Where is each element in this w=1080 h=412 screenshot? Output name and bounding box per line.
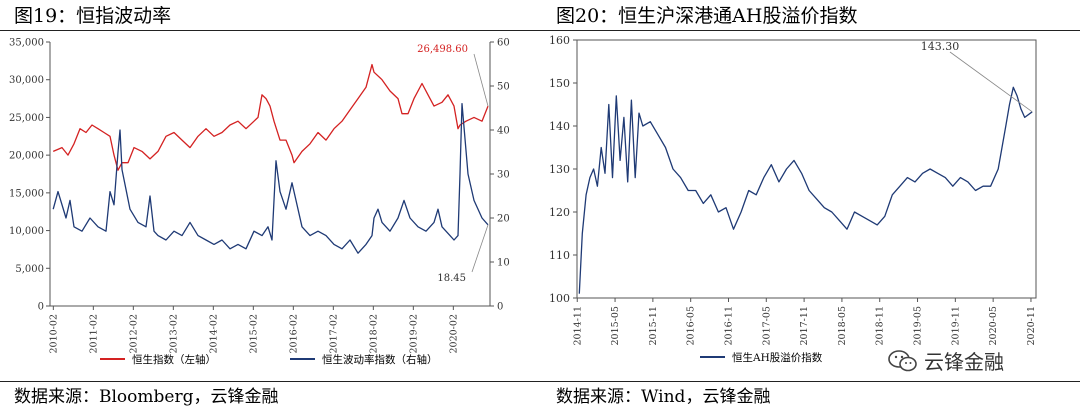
right-y-tick-label: 20 <box>497 214 510 225</box>
right-y-tick-label: 30 <box>497 170 510 181</box>
right-y-tick-label: 40 <box>497 126 510 137</box>
x-tick-label: 2019-05 <box>913 306 924 345</box>
x-tick-label: 2020-05 <box>988 306 999 345</box>
left-y-tick-label: 20,000 <box>9 151 44 162</box>
x-tick-label: 2018-02 <box>368 314 379 353</box>
bottom-divider <box>0 381 1080 382</box>
right-source: 数据来源：Wind，云锋金融 <box>556 387 771 407</box>
left-chart-title: 图19：恒指波动率 <box>14 5 172 27</box>
ah-annotation-label: 143.30 <box>921 40 960 53</box>
plot-frame <box>576 39 1037 299</box>
ah-annotation-leader <box>949 51 1033 113</box>
hsi-annotation-leader <box>473 53 489 107</box>
y-tick-label: 120 <box>549 206 570 219</box>
left-chart-axes: 0 5,000 10,000 15,000 20,000 25,000 30,000 35,0… <box>9 38 510 354</box>
right-chart: 100 110 120 130 140 150 160 2014-11 2015-05 2015-… <box>549 34 1037 364</box>
x-tick-label: 2017-05 <box>761 306 772 345</box>
x-tick-label: 2014-02 <box>208 314 219 353</box>
y-tick-label: 160 <box>549 34 570 47</box>
x-tick-label: 2013-02 <box>168 314 179 353</box>
x-tick-label: 2015-11 <box>648 306 659 345</box>
left-y-tick-label: 15,000 <box>9 188 44 199</box>
right-y-tick-label: 50 <box>497 82 510 93</box>
wechat-icon <box>888 349 917 371</box>
left-y-tick-label: 30,000 <box>9 75 44 86</box>
y-tick-label: 110 <box>549 249 570 262</box>
hsi-annotation-label: 26,498.60 <box>417 44 468 55</box>
left-chart-annotations: 26,498.60 18.45 <box>417 44 489 284</box>
x-tick-label: 2015-02 <box>248 314 259 353</box>
x-tick-label: 2014-11 <box>572 306 583 345</box>
vhsi-annotation-label: 18.45 <box>437 273 466 284</box>
ah-premium-line <box>578 86 1033 294</box>
watermark: 云锋金融 <box>888 346 1004 375</box>
x-tick-label: 2015-05 <box>610 306 621 345</box>
vhsi-line <box>52 102 489 254</box>
vhsi-annotation-leader <box>471 224 489 273</box>
left-y-tick-label: 35,000 <box>9 38 44 49</box>
x-tick-label: 2020-02 <box>448 314 459 353</box>
x-tick-label: 2019-02 <box>408 314 419 353</box>
left-source: 数据来源：Bloomberg，云锋金融 <box>14 387 279 407</box>
y-tick-label: 130 <box>549 163 570 176</box>
hsi-line <box>52 63 489 171</box>
x-tick-label: 2016-11 <box>723 306 734 345</box>
left-chart-legend: 恒生指数（左轴） 恒生波动率指数（右轴） <box>100 353 438 366</box>
x-tick-label: 2019-11 <box>950 306 961 345</box>
legend-ah: 恒生AH股溢价指数 <box>732 351 823 364</box>
right-chart-series <box>578 86 1033 294</box>
y-tick-label: 150 <box>549 77 570 90</box>
x-tick-label: 2018-05 <box>837 306 848 345</box>
y-tick-label: 140 <box>549 120 570 133</box>
x-tick-label: 2012-02 <box>128 314 139 353</box>
left-y-tick-label: 10,000 <box>9 226 44 237</box>
x-tick-label: 2010-02 <box>48 314 59 353</box>
left-y-tick-label: 0 <box>38 302 44 313</box>
right-y-tick-label: 0 <box>497 302 503 313</box>
left-y-tick-label: 25,000 <box>9 113 44 124</box>
right-chart-annotations: 143.30 <box>921 40 1033 113</box>
left-chart-series <box>52 63 489 254</box>
right-y-tick-label: 10 <box>497 258 510 269</box>
y-tick-label: 100 <box>549 292 570 305</box>
x-tick-label: 2016-02 <box>288 314 299 353</box>
watermark-text: 云锋金融 <box>924 350 1004 374</box>
legend-vhsi: 恒生波动率指数（右轴） <box>322 353 438 366</box>
legend-hsi: 恒生指数（左轴） <box>132 353 216 366</box>
right-chart-axes: 100 110 120 130 140 150 160 2014-11 2015-05 2015-… <box>549 34 1037 345</box>
right-y-tick-label: 60 <box>497 38 510 49</box>
x-tick-label: 2011-02 <box>88 314 99 353</box>
x-tick-label: 2017-02 <box>328 314 339 353</box>
x-tick-label: 2017-11 <box>799 306 810 345</box>
x-tick-label: 2020-11 <box>1026 306 1037 345</box>
top-divider <box>0 30 1080 31</box>
left-chart: 0 5,000 10,000 15,000 20,000 25,000 30,000 35,0… <box>9 38 510 367</box>
x-tick-label: 2016-05 <box>686 306 697 345</box>
x-tick-label: 2018-11 <box>875 306 886 345</box>
right-chart-legend: 恒生AH股溢价指数 <box>700 351 823 364</box>
right-chart-title: 图20：恒生沪深港通AH股溢价指数 <box>556 5 858 27</box>
left-y-tick-label: 5,000 <box>15 264 44 275</box>
